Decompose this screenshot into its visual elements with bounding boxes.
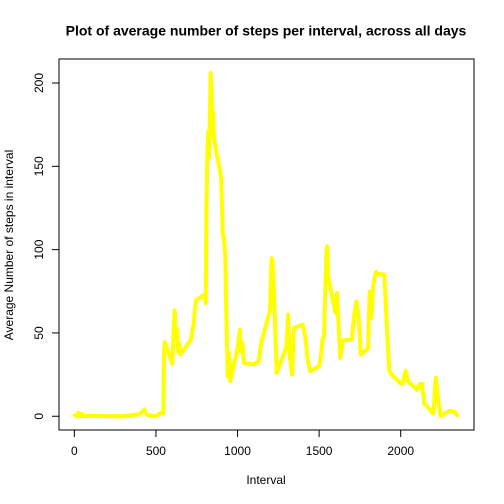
data-line xyxy=(72,71,460,419)
x-tick-label: 1500 xyxy=(306,444,333,458)
x-tick-label: 2000 xyxy=(387,444,414,458)
x-tick-label: 1000 xyxy=(224,444,251,458)
y-tick-label: 0 xyxy=(32,413,46,420)
x-tick-label: 500 xyxy=(146,444,166,458)
y-axis-label: Average Number of steps in interval xyxy=(2,150,16,341)
x-tick-label: 0 xyxy=(71,444,78,458)
plot-box xyxy=(58,58,475,431)
y-tick-label: 50 xyxy=(32,326,46,340)
y-tick-label: 200 xyxy=(32,73,46,93)
x-axis-label: Interval xyxy=(246,473,285,487)
y-tick-label: 150 xyxy=(32,156,46,176)
y-tick-label: 100 xyxy=(32,239,46,259)
chart-title: Plot of average number of steps per inte… xyxy=(66,23,467,39)
